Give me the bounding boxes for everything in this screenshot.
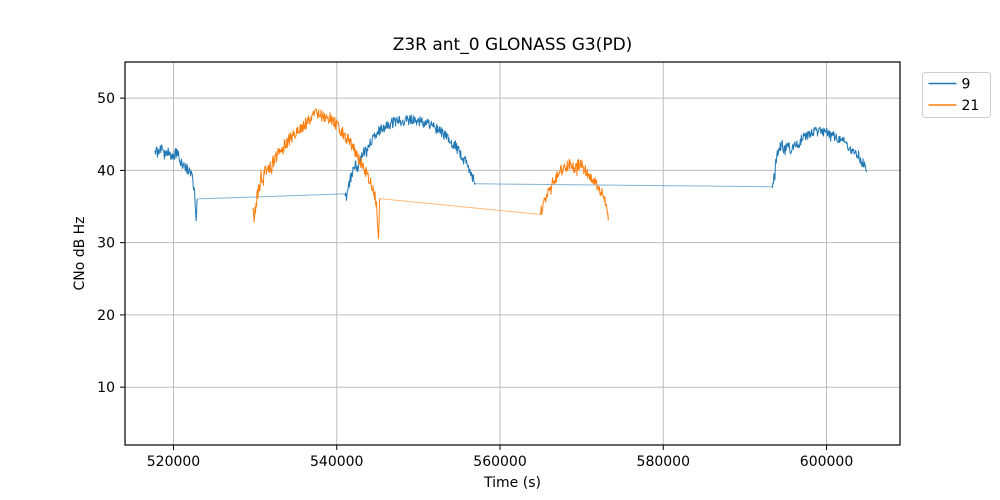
y-tick-label: 50 — [97, 91, 115, 107]
legend-label-9: 9 — [962, 77, 971, 93]
legend-label-21: 21 — [962, 98, 980, 114]
chart-title: Z3R ant_0 GLONASS G3(PD) — [393, 35, 633, 55]
y-tick-label: 30 — [97, 236, 115, 252]
x-tick-label: 560000 — [473, 454, 526, 470]
series-21-trace — [252, 108, 381, 240]
x-tick-label: 600000 — [800, 454, 853, 470]
x-axis-label: Time (s) — [483, 475, 541, 491]
series-21-connector — [379, 198, 541, 215]
x-tick-label: 520000 — [147, 454, 200, 470]
y-tick-label: 40 — [97, 163, 115, 179]
legend-box — [922, 72, 991, 118]
series-9-connector — [196, 193, 346, 200]
series-21-trace — [539, 158, 609, 221]
y-axis-label: CNo dB Hz — [72, 216, 88, 290]
series-9-trace — [154, 144, 198, 222]
series-9-trace — [771, 126, 867, 189]
series-9-connector — [475, 183, 773, 188]
x-tick-label: 540000 — [310, 454, 363, 470]
y-tick-label: 10 — [97, 380, 115, 396]
plot-border — [124, 61, 901, 446]
series-9-trace — [344, 114, 476, 201]
y-tick-label: 20 — [97, 308, 115, 324]
x-tick-label: 580000 — [637, 454, 690, 470]
